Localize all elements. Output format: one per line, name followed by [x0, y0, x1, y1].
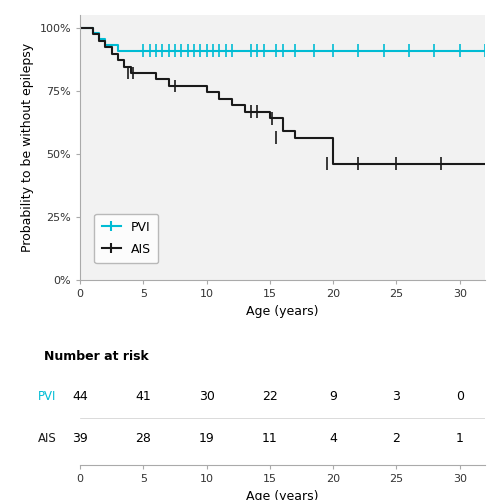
Text: AIS: AIS: [38, 432, 56, 445]
Text: 22: 22: [262, 390, 278, 404]
Text: 19: 19: [198, 432, 214, 445]
X-axis label: Age (years): Age (years): [246, 490, 319, 500]
X-axis label: Age (years): Age (years): [246, 305, 319, 318]
Legend: PVI, AIS: PVI, AIS: [94, 214, 158, 264]
Text: 41: 41: [136, 390, 151, 404]
Text: 44: 44: [72, 390, 88, 404]
Text: 28: 28: [136, 432, 151, 445]
Text: 39: 39: [72, 432, 88, 445]
Text: 3: 3: [392, 390, 400, 404]
Text: 9: 9: [329, 390, 337, 404]
Text: PVI: PVI: [38, 390, 56, 404]
Text: 2: 2: [392, 432, 400, 445]
Text: 30: 30: [198, 390, 214, 404]
Text: 11: 11: [262, 432, 278, 445]
Text: 0: 0: [456, 390, 464, 404]
Y-axis label: Probability to be without epilepsy: Probability to be without epilepsy: [21, 43, 34, 252]
Text: 4: 4: [329, 432, 337, 445]
Text: 1: 1: [456, 432, 464, 445]
Text: Number at risk: Number at risk: [44, 350, 148, 362]
